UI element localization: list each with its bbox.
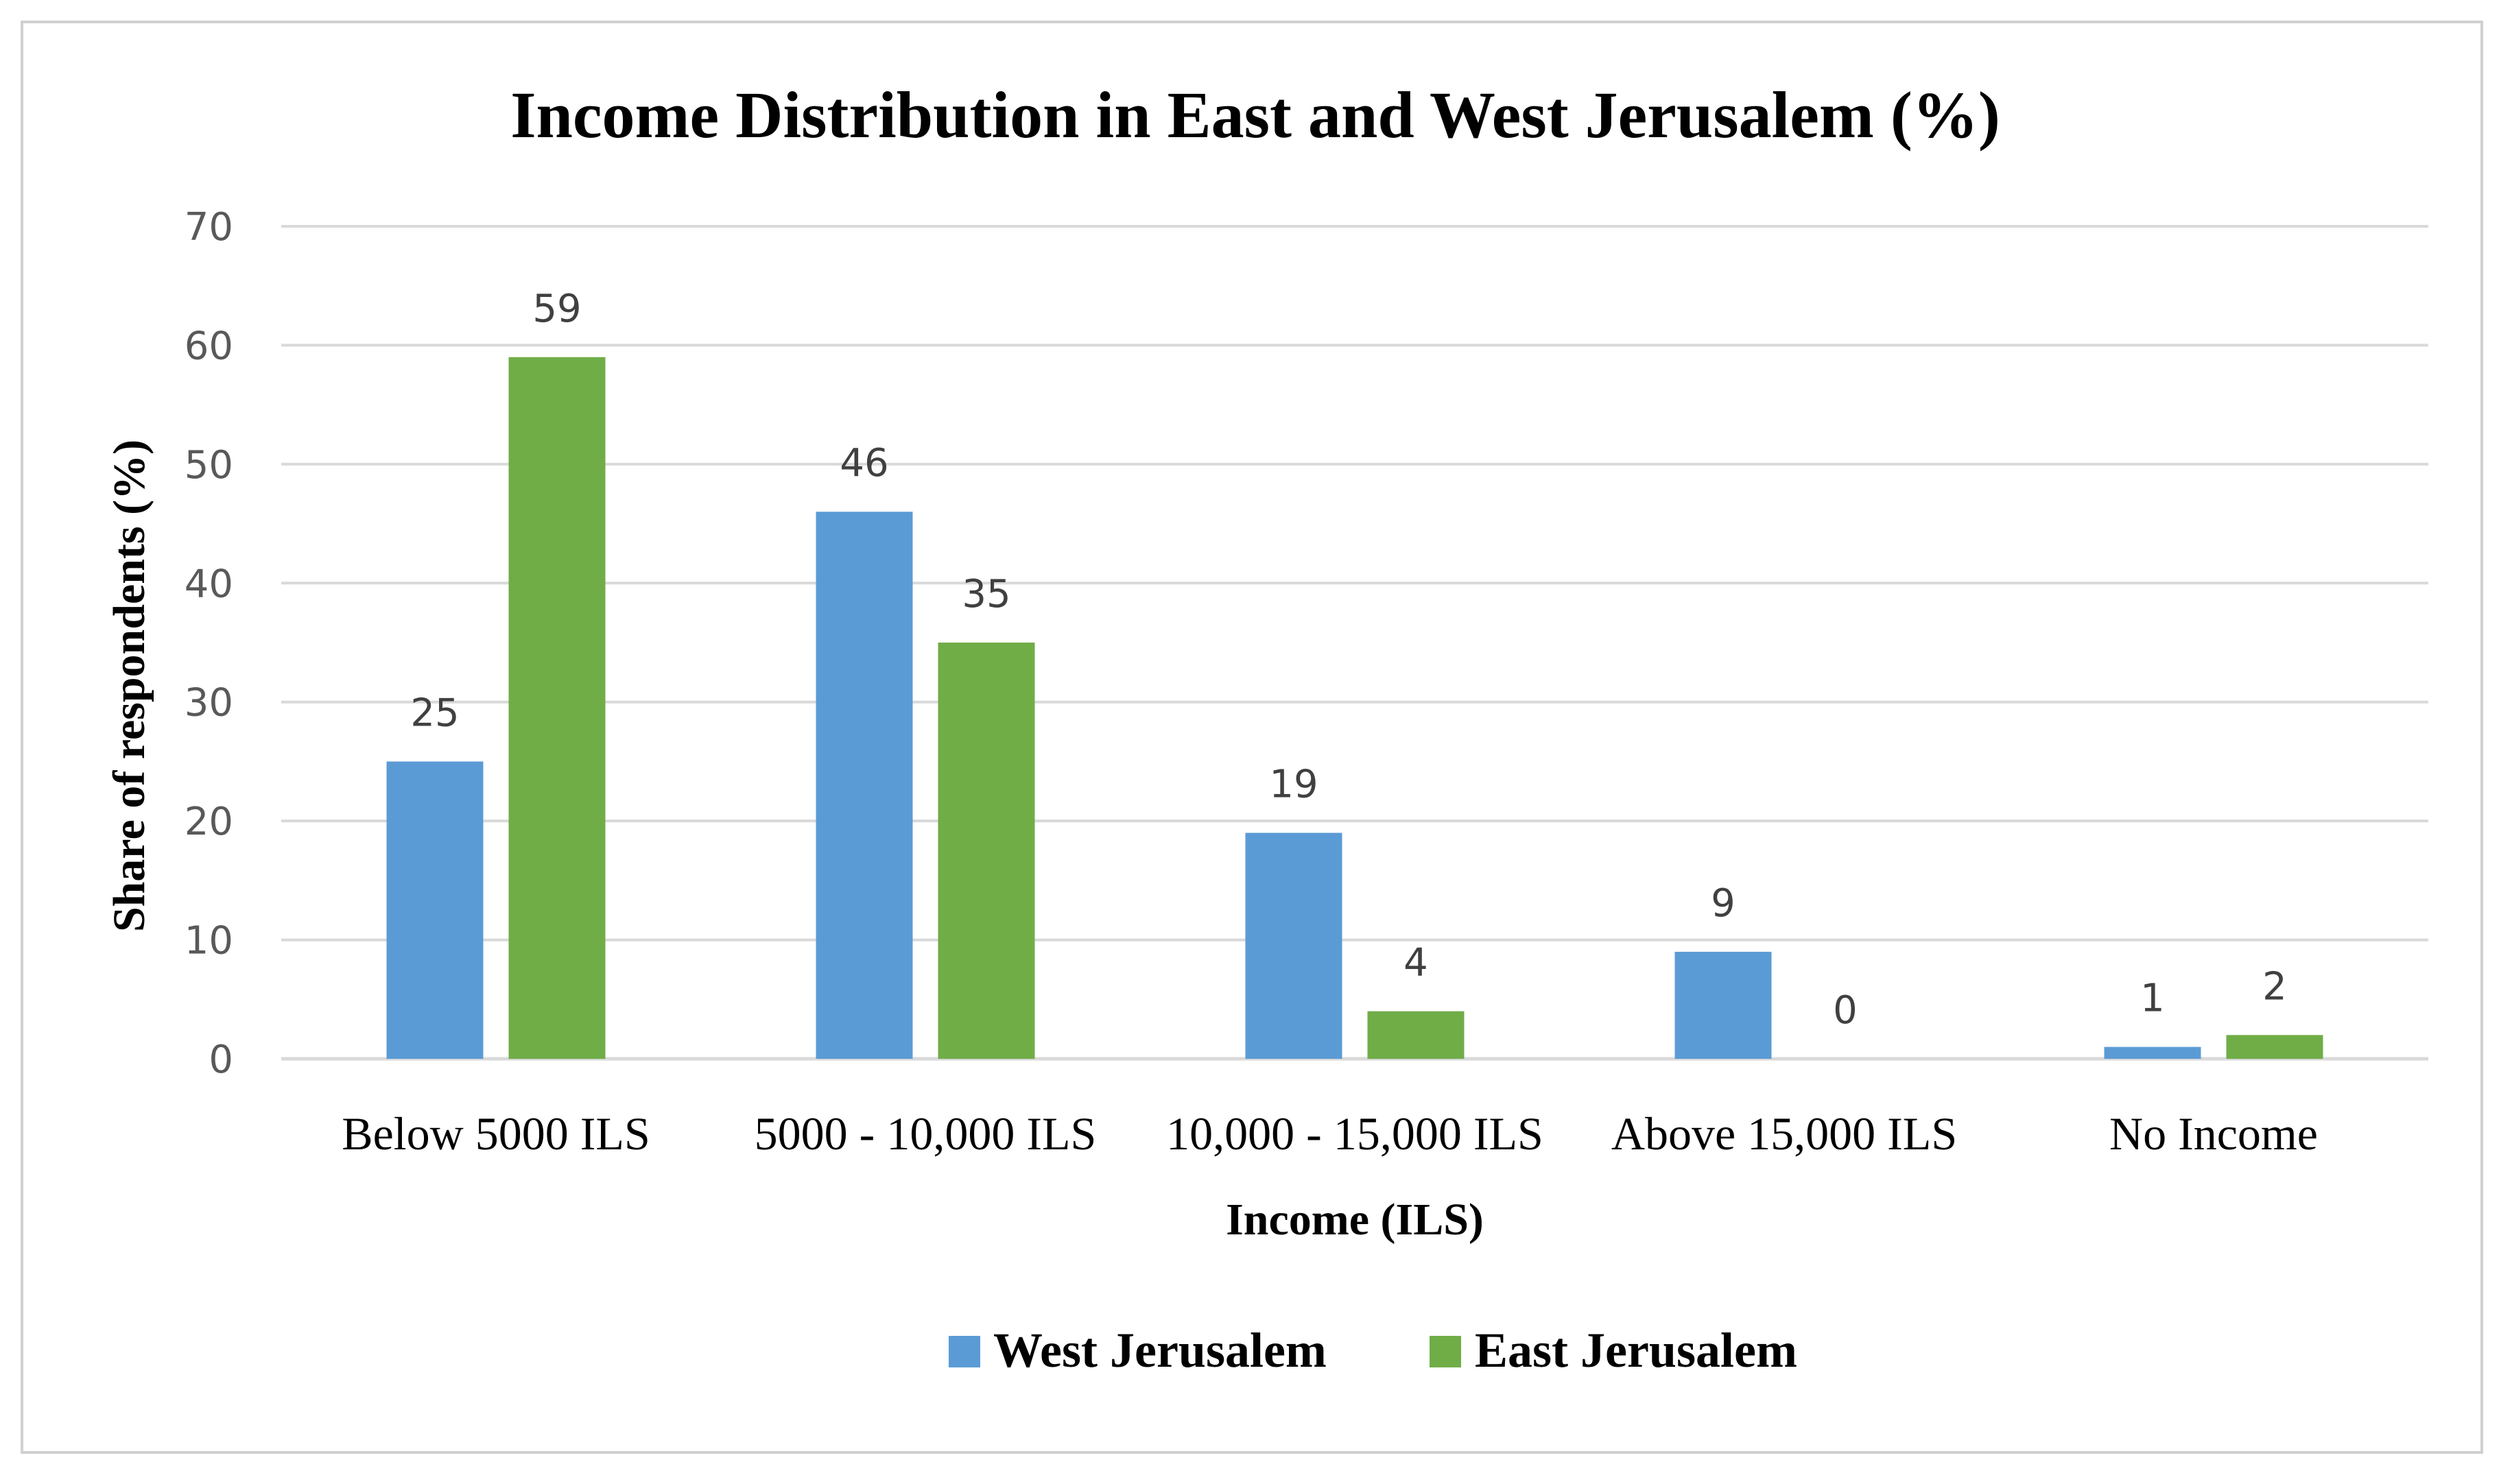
y-tick-label-0: 0 (209, 1038, 233, 1082)
data-label-west-jerusalem: 19 (1269, 762, 1318, 806)
y-axis-ticks: 0 10 20 30 40 50 60 70 (185, 205, 233, 1082)
bar-east-jerusalem (938, 643, 1035, 1059)
legend-swatch-east-jerusalem (1430, 1336, 1461, 1367)
chart-frame (21, 21, 2483, 1454)
gridlines (281, 225, 2428, 1061)
legend-label-west-jerusalem: West Jerusalem (993, 1323, 1327, 1378)
data-label-east-jerusalem: 59 (532, 287, 581, 331)
x-axis-title: Income (ILS) (1226, 1195, 1484, 1245)
y-tick-label-60: 60 (185, 324, 233, 368)
bar-west-jerusalem (386, 761, 484, 1059)
bar-west-jerusalem (2104, 1046, 2201, 1059)
legend-swatch-west-jerusalem (949, 1336, 980, 1367)
legend-label-east-jerusalem: East Jerusalem (1475, 1323, 1797, 1378)
data-label-east-jerusalem: 2 (2262, 964, 2287, 1009)
chart-title: Income Distribution in East and West Jer… (510, 78, 2000, 152)
bar-west-jerusalem (1674, 951, 1772, 1059)
bar-west-jerusalem (1245, 833, 1342, 1059)
bars (386, 357, 2323, 1059)
y-tick-label-70: 70 (185, 205, 233, 250)
data-labels: 25 59 46 35 19 4 9 0 1 2 (410, 287, 2286, 1033)
legend: West Jerusalem East Jerusalem (949, 1323, 1797, 1378)
x-tick-label: 5000 - 10,000 ILS (755, 1108, 1097, 1160)
x-axis-ticks: Below 5000 ILS 5000 - 10,000 ILS 10,000 - … (342, 1108, 2318, 1160)
y-tick-label-50: 50 (185, 443, 233, 488)
y-tick-label-30: 30 (185, 681, 233, 726)
y-tick-label-10: 10 (185, 919, 233, 964)
y-tick-label-20: 20 (185, 800, 233, 844)
bar-east-jerusalem (1367, 1011, 1465, 1059)
bar-east-jerusalem (2226, 1035, 2323, 1059)
bar-east-jerusalem (508, 357, 606, 1059)
y-axis-title: Share of respondents (%) (104, 440, 154, 932)
data-label-west-jerusalem: 25 (410, 691, 459, 735)
bar-west-jerusalem (816, 512, 913, 1059)
data-label-east-jerusalem: 0 (1833, 988, 1858, 1033)
data-label-west-jerusalem: 46 (840, 441, 888, 486)
data-label-east-jerusalem: 4 (1403, 941, 1428, 985)
data-label-east-jerusalem: 35 (962, 572, 1010, 617)
y-tick-label-40: 40 (185, 562, 233, 606)
x-tick-label: Below 5000 ILS (342, 1108, 650, 1160)
data-label-west-jerusalem: 9 (1711, 881, 1735, 926)
x-tick-label: No Income (2109, 1108, 2318, 1160)
x-tick-label: 10,000 - 15,000 ILS (1166, 1108, 1543, 1160)
data-label-west-jerusalem: 1 (2140, 977, 2165, 1021)
x-tick-label: Above 15,000 ILS (1611, 1108, 1957, 1160)
